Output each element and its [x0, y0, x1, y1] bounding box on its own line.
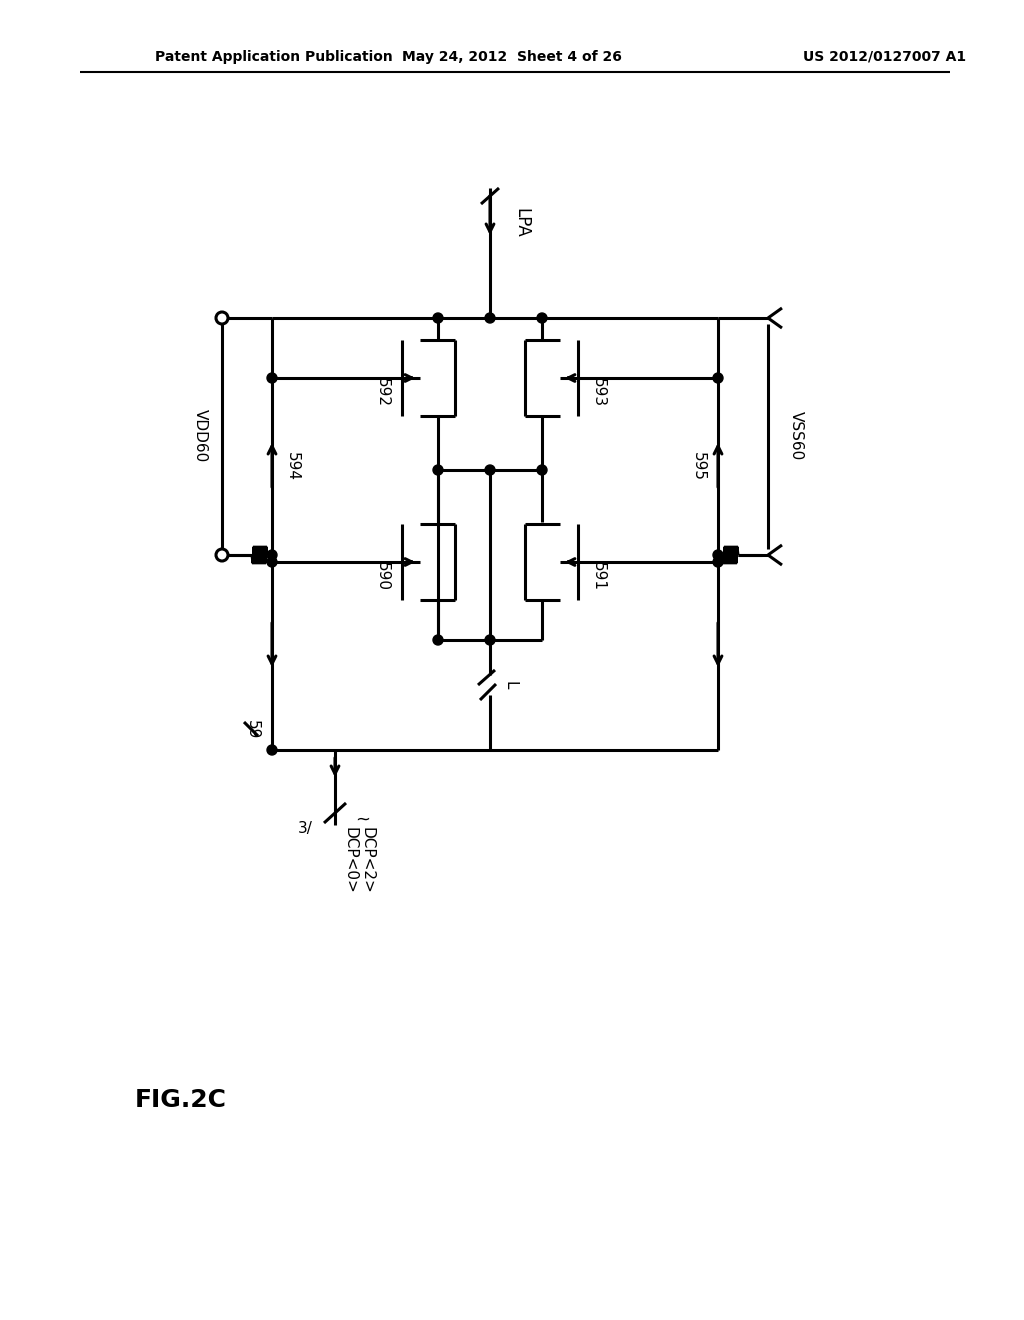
Circle shape: [433, 313, 443, 323]
Circle shape: [713, 550, 723, 560]
Circle shape: [537, 313, 547, 323]
Text: 595: 595: [690, 451, 706, 480]
Circle shape: [713, 374, 723, 383]
Circle shape: [267, 744, 278, 755]
Circle shape: [485, 465, 495, 475]
Circle shape: [713, 557, 723, 568]
Text: 591: 591: [591, 562, 605, 591]
Text: 3/: 3/: [298, 821, 313, 836]
Text: FIG.2C: FIG.2C: [135, 1088, 227, 1111]
Circle shape: [537, 465, 547, 475]
Text: 594: 594: [285, 451, 299, 480]
Text: 593: 593: [591, 379, 605, 408]
Circle shape: [485, 313, 495, 323]
Circle shape: [485, 635, 495, 645]
Text: LPA: LPA: [512, 209, 530, 238]
Text: VSS60: VSS60: [788, 412, 804, 461]
Text: DCP<0>: DCP<0>: [342, 826, 357, 894]
Text: 592: 592: [375, 379, 389, 408]
Circle shape: [267, 374, 278, 383]
Circle shape: [267, 550, 278, 560]
Circle shape: [433, 465, 443, 475]
Text: Patent Application Publication: Patent Application Publication: [155, 50, 393, 63]
Text: May 24, 2012  Sheet 4 of 26: May 24, 2012 Sheet 4 of 26: [402, 50, 622, 63]
Text: ~: ~: [355, 810, 370, 829]
Text: VDD60: VDD60: [193, 409, 208, 462]
Text: L: L: [503, 681, 517, 689]
Text: 590: 590: [375, 562, 389, 591]
Text: US 2012/0127007 A1: US 2012/0127007 A1: [804, 50, 967, 63]
Text: DCP<2>: DCP<2>: [359, 826, 375, 894]
Circle shape: [433, 635, 443, 645]
Circle shape: [267, 557, 278, 568]
Text: 59: 59: [245, 721, 259, 739]
